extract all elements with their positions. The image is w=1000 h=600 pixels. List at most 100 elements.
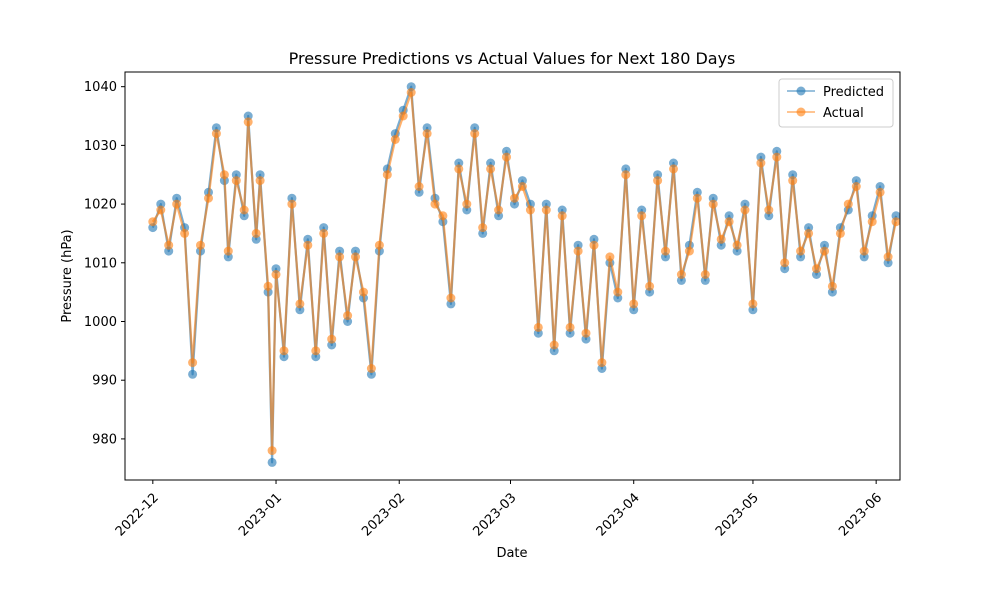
data-point-actual [180,228,190,238]
data-point-actual [772,152,782,162]
chart-title: Pressure Predictions vs Actual Values fo… [289,49,736,68]
data-point-actual [390,135,400,144]
data-point-actual [740,205,750,215]
data-point-actual [565,322,575,332]
data-point-actual [366,364,376,373]
data-point-actual [788,176,798,186]
legend-label-actual: Actual [823,106,864,121]
data-point-actual [438,211,448,221]
data-point-actual [271,270,281,279]
data-point-actual [398,111,408,121]
data-point-actual [517,182,527,191]
data-point-actual [820,246,829,256]
data-point-actual [557,211,567,221]
data-point-actual [716,234,726,244]
data-point-actual [510,193,519,203]
data-point-actual [804,228,814,238]
y-axis-title: Pressure (hPa) [60,229,75,322]
y-axis: 980 990 1000 1010 1020 1030 1040 [84,80,125,447]
data-point-actual [351,252,360,262]
legend: Predicted Actual [778,78,894,128]
data-point-actual [478,223,488,233]
data-point-actual [188,358,198,368]
data-point-actual [867,217,877,227]
series-actual [148,88,901,456]
data-point-actual [796,246,806,256]
data-point-actual [374,240,384,250]
data-point-actual [653,176,663,186]
data-point-actual [311,346,321,356]
data-point-actual [204,193,213,203]
y-tick-label: 1030 [84,139,117,154]
data-point-actual [692,193,702,203]
data-point-actual [613,287,623,297]
data-point-actual [219,170,229,180]
data-point-actual [684,246,694,256]
data-point-actual [303,240,313,250]
data-point-actual [164,240,174,250]
data-point-actual [700,270,710,279]
data-point-actual [231,176,241,186]
legend-marker-actual [796,107,806,117]
data-point-actual [780,258,790,268]
data-point-actual [573,246,583,256]
data-point-actual [239,205,249,215]
data-point-actual [875,187,885,197]
data-point-actual [279,346,289,356]
data-point-actual [581,328,591,338]
data-point-actual [382,170,392,180]
data-point-actual [676,270,686,279]
data-point-actual [669,164,678,174]
data-point-actual [494,205,504,215]
y-tick-label: 1000 [84,315,117,330]
data-point-actual [196,240,205,250]
data-point-actual [502,152,511,162]
data-point-actual [525,205,535,215]
data-point-actual [148,217,158,227]
plot-frame [124,71,901,481]
data-point-actual [223,246,233,256]
data-point-actual [251,228,261,238]
data-point-actual [637,211,647,221]
data-point-actual [621,170,631,180]
data-point-actual [335,252,345,262]
data-point-actual [812,264,821,274]
data-point-actual [470,129,480,139]
data-point-actual [287,199,297,209]
data-point-actual [172,199,182,209]
data-point-actual [422,129,432,139]
data-point-actual [446,293,456,303]
legend-label-predicted: Predicted [823,85,884,100]
data-point-actual [343,311,353,321]
data-point-actual [883,252,893,262]
legend-marker-predicted [796,86,806,96]
data-point-actual [708,199,718,209]
y-tick-label: 1010 [84,256,117,271]
data-point-actual [454,164,464,174]
data-point-actual [263,281,273,291]
data-point-actual [589,240,599,250]
data-point-actual [327,334,337,344]
data-point-actual [462,199,472,209]
data-point-actual [156,205,166,215]
x-axis-title: Date [496,546,527,561]
data-point-actual [859,246,869,256]
data-point-actual [605,252,615,262]
data-point-actual [748,299,758,309]
data-point-predicted [188,369,198,379]
data-point-actual [319,228,329,238]
data-point-actual [295,299,305,309]
data-point-actual [267,446,277,456]
data-point-actual [430,199,440,209]
data-point-actual [843,199,853,209]
data-point-actual [835,228,845,238]
data-point-actual [661,246,670,256]
data-point-actual [827,281,837,291]
series-layer [148,82,901,467]
data-point-actual [724,217,734,227]
data-point-actual [486,164,496,174]
data-point-actual [243,117,253,127]
data-point-actual [549,340,559,350]
